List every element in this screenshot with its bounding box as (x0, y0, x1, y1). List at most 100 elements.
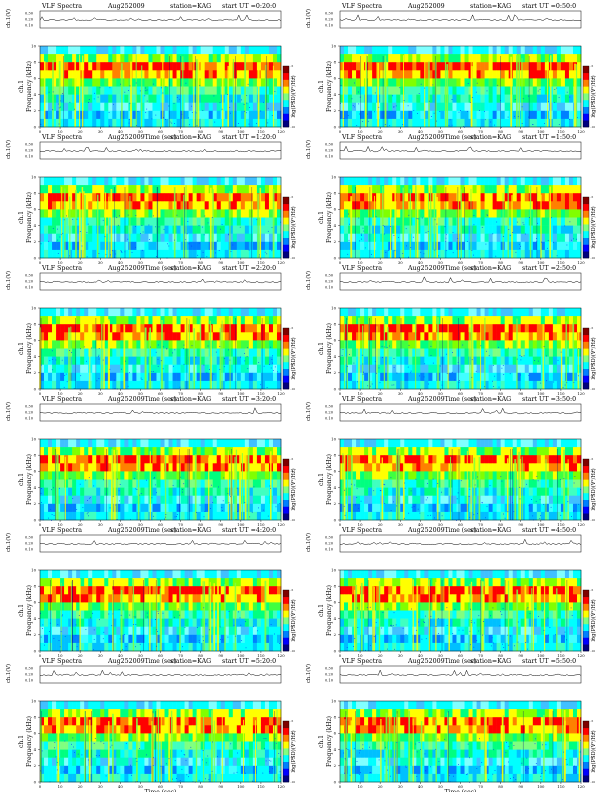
spectrogram-cell (156, 62, 161, 71)
spectrogram-cell (452, 110, 457, 120)
spectrogram-cell (552, 233, 558, 243)
spectrogram-cell (176, 364, 181, 374)
speckle (280, 221, 282, 223)
spectrogram-cell (52, 46, 57, 55)
speckle (507, 347, 509, 349)
speckle (467, 83, 469, 84)
spectrogram-cell (128, 324, 133, 333)
spectrogram-cell (528, 78, 534, 87)
spectrogram-cell (440, 249, 445, 259)
spectrogram-cell (388, 70, 393, 79)
spectrogram-cell (268, 356, 274, 365)
speckle (121, 252, 123, 253)
spectrogram-cell (260, 356, 266, 365)
spectrogram-cell (64, 177, 69, 186)
spectrogram-cell (196, 54, 201, 63)
spectrogram-cell (516, 46, 522, 55)
spectrogram-cell (92, 364, 97, 374)
spectrogram-cell (376, 233, 381, 243)
spectrogram-cell (172, 372, 177, 382)
spectrogram-cell (508, 324, 514, 333)
spectrogram-cell (408, 78, 413, 87)
speckle (362, 121, 363, 122)
spectrogram-cell (140, 201, 145, 210)
spectrogram-cell (560, 118, 566, 128)
spectrogram-cell (412, 308, 417, 317)
spectrogram-cell (516, 233, 522, 243)
spectrogram-cell (532, 86, 538, 95)
spectrogram-cell (240, 225, 246, 234)
spectrogram-cell (528, 380, 534, 390)
spectrogram-cell (464, 217, 469, 226)
y-tick-label: 2 (334, 108, 337, 113)
spectrogram-cell (164, 177, 169, 186)
speckle (248, 249, 250, 251)
speckle (110, 254, 111, 256)
speckle (232, 244, 234, 246)
spectrogram-cell (56, 372, 61, 382)
speckle (213, 95, 215, 97)
speckle (60, 234, 62, 236)
spectrogram-cell (240, 380, 246, 390)
x-tick-label: 120 (577, 260, 585, 265)
spectrogram-cell (212, 54, 218, 63)
spectrogram-cell (104, 86, 109, 95)
spectrogram-cell (144, 62, 149, 71)
speckle (88, 99, 90, 100)
spectrogram-cell (92, 332, 97, 341)
spectrogram-cell (108, 62, 113, 71)
spectrogram-cell (76, 463, 81, 472)
spectrogram-cell (244, 233, 250, 243)
spectrogram-cell (232, 380, 238, 390)
spectrogram-cell (368, 102, 373, 112)
spectrogram-cell (464, 249, 469, 259)
spectrogram-cell (460, 86, 465, 95)
spectrogram-cell (468, 46, 473, 55)
spectrogram-cell (200, 78, 205, 87)
spectrogram-cell (228, 193, 234, 202)
spectrogram-cell (416, 372, 421, 382)
spectrogram-cell (464, 316, 469, 325)
spectrogram-cell (236, 348, 242, 357)
spectrogram-cell (236, 46, 242, 55)
spectrogram-cell (492, 308, 497, 317)
spectrogram-cell (544, 241, 550, 251)
speckle (353, 106, 355, 108)
spectrogram-cell (40, 102, 45, 112)
speckle (484, 119, 486, 121)
spectrogram-cell (60, 332, 65, 341)
spectrogram-cell (420, 380, 425, 390)
spectrogram-cell (532, 364, 538, 374)
spectrogram-cell (424, 364, 429, 374)
x-tick-label: 100 (237, 391, 245, 396)
spectrogram-cell (164, 78, 169, 87)
x-axis-label: Time (sec) (445, 134, 477, 141)
spectrogram-cell (572, 380, 578, 390)
spectrogram-cell (192, 455, 197, 464)
spectrogram-cell (372, 102, 377, 112)
spectrogram-cell (236, 455, 242, 464)
spectrogram-cell (524, 46, 530, 55)
spectrogram-cell (496, 54, 501, 63)
spectrogram-cell (440, 201, 445, 210)
spectrogram-cell (404, 372, 409, 382)
spectrogram-cell (496, 94, 501, 103)
speckle (413, 110, 415, 111)
spectrogram-cell (552, 380, 558, 390)
speckle (168, 245, 170, 247)
spectrogram-cell (516, 316, 522, 325)
spectrogram-cell (220, 340, 226, 349)
spectrogram-cell (232, 54, 238, 63)
spectrogram-cell (140, 86, 145, 95)
spectrogram-cell (180, 193, 185, 202)
spectrogram-cell (384, 324, 389, 333)
spectrogram-cell (456, 46, 461, 55)
spectrogram-cell (240, 62, 246, 71)
spectrogram-cell (260, 209, 266, 218)
spectrogram-cell (448, 324, 453, 333)
spectrogram-cell (484, 201, 489, 210)
spectrogram-cell (64, 241, 69, 251)
spectrogram-cell (556, 78, 562, 87)
spectrogram-cell (544, 249, 550, 259)
colorbar-tick-label: -7 (591, 88, 594, 92)
